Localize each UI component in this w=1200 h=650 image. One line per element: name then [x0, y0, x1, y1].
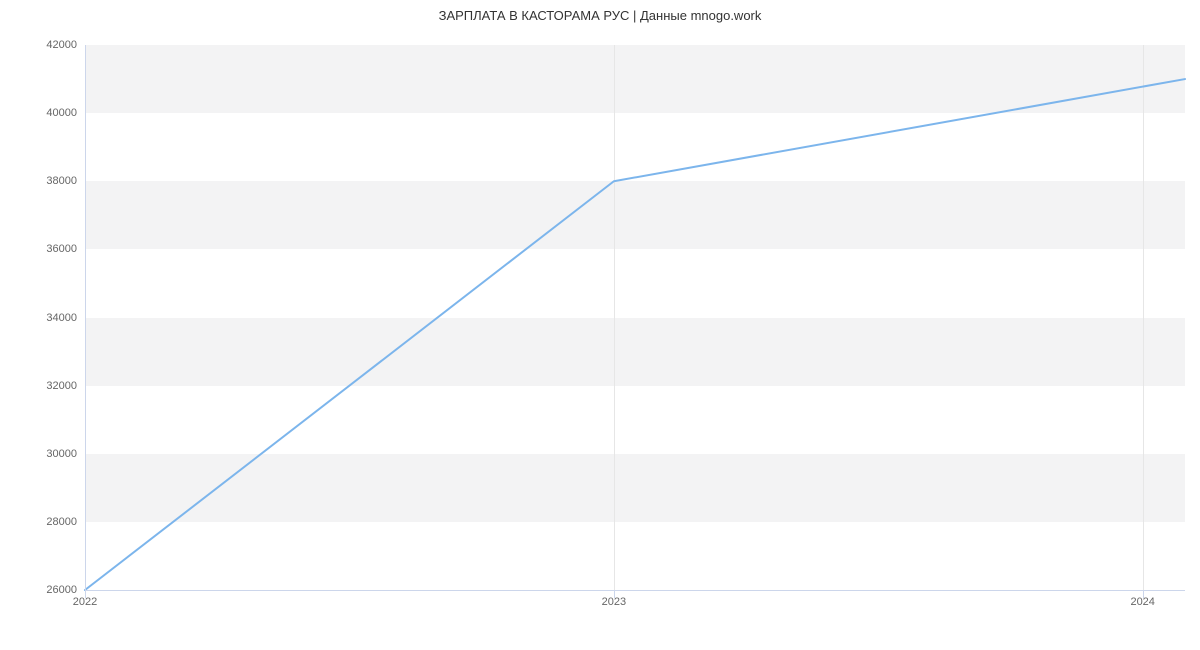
plot-area: 2600028000300003200034000360003800040000…	[85, 45, 1185, 590]
chart-title: ЗАРПЛАТА В КАСТОРАМА РУС | Данные mnogo.…	[0, 8, 1200, 23]
y-tick-label: 38000	[46, 175, 77, 187]
x-tick-label: 2024	[1130, 596, 1154, 608]
y-tick-label: 42000	[46, 39, 77, 51]
x-tick-label: 2023	[602, 596, 626, 608]
y-tick-label: 34000	[46, 312, 77, 324]
y-tick-label: 28000	[46, 516, 77, 528]
salary-chart: ЗАРПЛАТА В КАСТОРАМА РУС | Данные mnogo.…	[0, 0, 1200, 650]
y-tick-label: 30000	[46, 448, 77, 460]
y-tick-label: 26000	[46, 584, 77, 596]
line-series	[85, 45, 1185, 590]
y-tick-label: 40000	[46, 107, 77, 119]
y-tick-label: 36000	[46, 243, 77, 255]
y-axis-line	[85, 45, 86, 590]
y-tick-label: 32000	[46, 380, 77, 392]
x-axis-line	[85, 590, 1185, 591]
x-tick-label: 2022	[73, 596, 97, 608]
